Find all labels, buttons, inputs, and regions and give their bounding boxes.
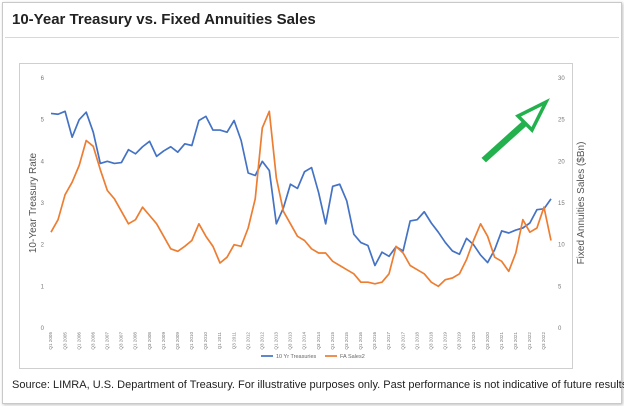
x-tick-label: Q1 2005 <box>48 332 53 350</box>
y-tick-label: 6 <box>41 76 45 82</box>
y-tick-label: 2 <box>41 243 45 249</box>
series-line-treasury <box>50 110 552 267</box>
x-tick-label: Q3 2006 <box>90 332 95 350</box>
x-tick-label: Q1 2013 <box>274 332 279 350</box>
y2-tick-label: 25 <box>558 118 565 124</box>
y-tick-label: 4 <box>41 159 45 165</box>
x-tick-label: Q1 2012 <box>245 332 250 350</box>
x-tick-label: Q1 2016 <box>358 332 363 350</box>
x-tick-label: Q3 2021 <box>513 332 518 350</box>
plot-frame <box>19 63 573 369</box>
y-tick-label: 0 <box>41 326 45 332</box>
x-tick-label: Q3 2012 <box>259 332 264 350</box>
y2-tick-label: 10 <box>558 243 565 249</box>
series-line-fa-sales <box>50 110 552 288</box>
annotation-layer <box>481 98 550 163</box>
line-chart: 0 1 2 3 4 5 6 0 5 10 15 20 25 30 10-Year Treasury Rate… <box>28 76 587 360</box>
x-tick-label: Q3 2018 <box>429 332 434 350</box>
x-tick-label: Q3 2007 <box>119 332 124 350</box>
x-tick-label: Q3 2011 <box>231 332 236 350</box>
x-tick-label: Q1 2015 <box>330 332 335 350</box>
legend: 10 Yr Treasuries FA Sales2 <box>261 354 365 360</box>
source-note: Source: LIMRA, U.S. Department of Treasu… <box>12 379 624 391</box>
x-tick-label: Q1 2022 <box>527 332 532 350</box>
x-tick-label: Q1 2018 <box>414 332 419 350</box>
y2-tick-label: 20 <box>558 159 565 165</box>
x-tick-label: Q1 2009 <box>161 332 166 350</box>
x-tick-label: Q3 2022 <box>541 332 546 350</box>
green-arrow-annotation <box>481 98 550 163</box>
x-tick-label: Q3 2008 <box>147 332 152 350</box>
axes-layer: 0 1 2 3 4 5 6 0 5 10 15 20 25 30 10-Year Treasury Rate… <box>28 76 587 350</box>
series-layer <box>50 110 552 288</box>
x-tick-label: Q1 2011 <box>217 332 222 350</box>
x-tick-label: Q3 2005 <box>62 332 67 350</box>
x-tick-label: Q3 2014 <box>316 332 321 350</box>
y2-tick-label: 30 <box>558 76 565 82</box>
x-tick-label: Q3 2009 <box>175 332 180 350</box>
y2-tick-label: 0 <box>558 326 562 332</box>
y2-tick-label: 5 <box>558 284 562 290</box>
legend-label: FA Sales2 <box>340 354 365 360</box>
x-tick-label: Q3 2013 <box>288 332 293 350</box>
y-axis-label: 10-Year Treasury Rate <box>28 152 39 253</box>
x-tick-label: Q3 2017 <box>400 332 405 350</box>
y-tick-label: 1 <box>41 284 45 290</box>
title-divider <box>5 37 619 38</box>
x-tick-label: Q1 2019 <box>443 332 448 350</box>
y2-tick-label: 15 <box>558 201 565 207</box>
x-tick-label: Q1 2017 <box>386 332 391 350</box>
x-tick-label: Q3 2010 <box>203 332 208 350</box>
x-tick-label: Q1 2006 <box>76 332 81 350</box>
x-tick-label: Q3 2020 <box>485 332 490 350</box>
x-tick-label: Q1 2021 <box>499 332 504 350</box>
y-tick-label: 5 <box>41 118 45 124</box>
legend-label: 10 Yr Treasuries <box>276 354 317 360</box>
x-tick-label: Q1 2007 <box>105 332 110 350</box>
x-tick-label: Q3 2019 <box>457 332 462 350</box>
x-tick-label: Q1 2020 <box>471 332 476 350</box>
x-tick-label: Q1 2014 <box>302 332 307 350</box>
x-tick-label: Q3 2016 <box>372 332 377 350</box>
x-tick-label: Q1 2010 <box>189 332 194 350</box>
page-title: 10-Year Treasury vs. Fixed Annuities Sal… <box>12 11 316 28</box>
y-tick-label: 3 <box>41 201 45 207</box>
x-tick-label: Q3 2015 <box>344 332 349 350</box>
x-tick-label: Q1 2008 <box>133 332 138 350</box>
y2-axis-label: Fixed Annuities Sales ($Bn) <box>576 142 587 265</box>
